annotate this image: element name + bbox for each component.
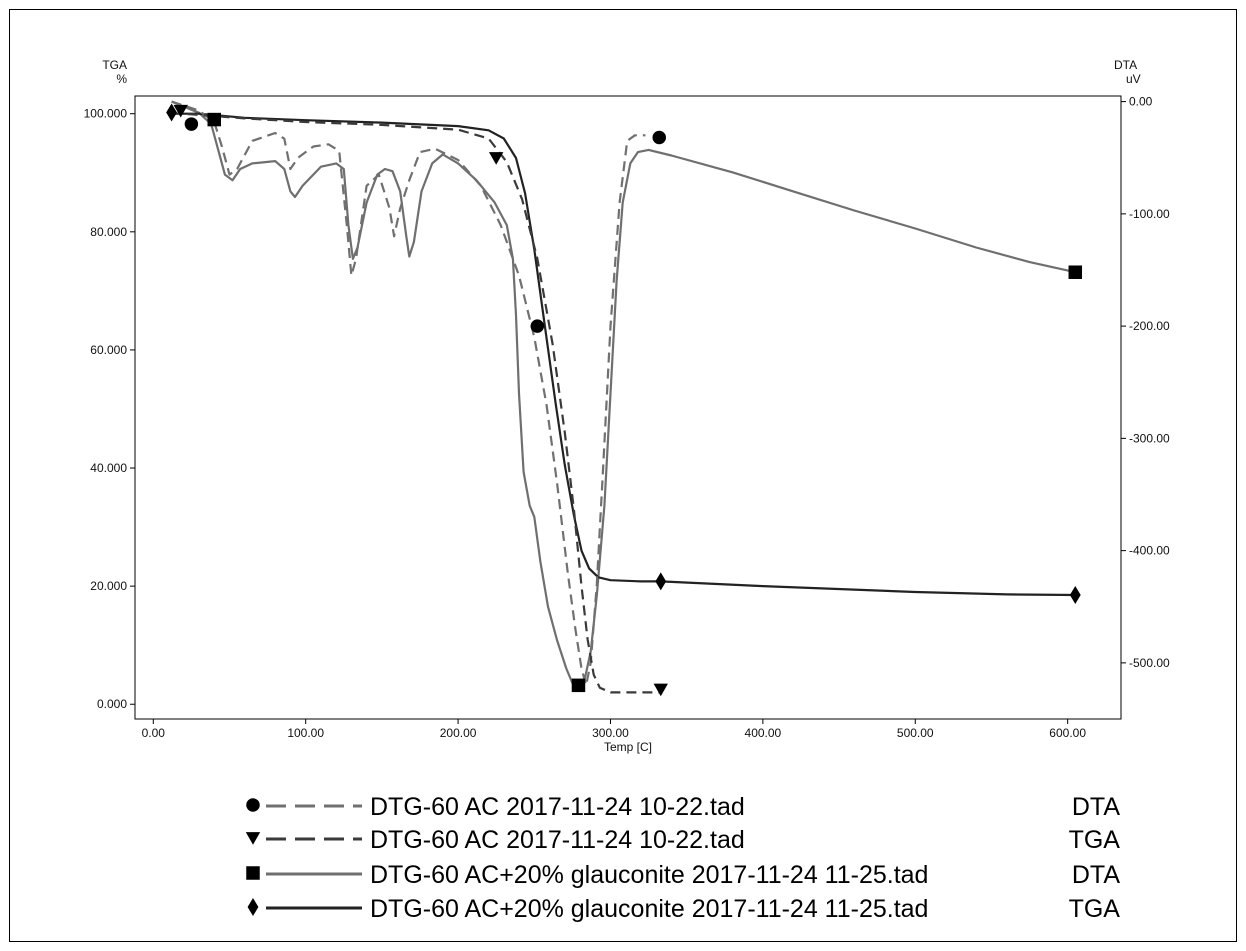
y-left-tick-label: 100.000: [84, 107, 128, 121]
legend-name-4: DTG-60 AC+20% glauconite 2017-11-24 11-2…: [370, 895, 928, 923]
series-1-marker: [530, 319, 545, 333]
legend-marker-4: [247, 898, 259, 916]
chart-frame: [9, 9, 1237, 942]
x-tick-label: 300.00: [592, 726, 629, 740]
plot-area: [134, 95, 1122, 720]
legend-name-2: DTG-60 AC 2017-11-24 10-22.tad: [370, 826, 745, 854]
y-left-tick-label: 40.000: [90, 461, 127, 475]
y-left-tick-label: 20.000: [90, 579, 127, 593]
series-2-marker: [653, 683, 668, 697]
y-right-tick-label: -200.00: [1129, 319, 1170, 333]
y-right-tick-label: -100.00: [1129, 207, 1170, 221]
y-right-tick-label: -300.00: [1129, 431, 1170, 445]
x-tick-label: 100.00: [287, 726, 324, 740]
series-2-marker: [173, 104, 188, 118]
y-right-title-line2: uV: [1126, 72, 1141, 86]
legend-marker-2: [245, 832, 261, 845]
y-left-tick-label: 60.000: [90, 343, 127, 357]
series-3-marker: [207, 112, 221, 127]
legend: DTG-60 AC 2017-11-24 10-22.tad DTA DTG-60 …: [245, 793, 1121, 923]
y-left-tick-label: 0.000: [97, 697, 127, 711]
x-tick-label: 500.00: [897, 726, 934, 740]
y-left-title-line1: TGA: [102, 58, 127, 72]
series-4-marker: [655, 572, 667, 591]
series-4-marker: [166, 103, 177, 122]
series-3-marker: [1068, 265, 1083, 279]
series-1-marker: [184, 117, 199, 131]
legend-quantity-4: TGA: [1069, 895, 1121, 923]
legend-marker-1: [246, 798, 260, 812]
legend-quantity-3: DTA: [1072, 861, 1120, 889]
legend-name-3: DTG-60 AC+20% glauconite 2017-11-24 11-2…: [370, 861, 928, 889]
series-4-marker: [1069, 585, 1081, 604]
y-right-tick-label: -500.00: [1129, 656, 1170, 670]
x-tick-label: 600.00: [1049, 726, 1086, 740]
x-axis-title: Temp [C]: [604, 740, 652, 754]
series-line-3: [171, 100, 1076, 687]
series-layer: [166, 100, 1083, 697]
y-right-tick-label: 0.00: [1129, 95, 1153, 109]
series-line-4: [171, 112, 1076, 597]
y-left-title-line2: %: [116, 72, 127, 86]
x-tick-label: 0.00: [142, 726, 166, 740]
legend-quantity-2: TGA: [1069, 826, 1121, 854]
y-right-tick-label: -400.00: [1129, 544, 1170, 558]
legend-marker-3: [246, 866, 260, 880]
series-3-marker: [571, 678, 586, 693]
tick-layer: 0.00 100.00 200.00 300.00 400.00 500.00 600.00…: [84, 95, 1170, 740]
series-line-1: [171, 100, 646, 687]
y-right-title-line1: DTA: [1114, 58, 1137, 72]
series-2-marker: [488, 152, 504, 165]
legend-quantity-1: DTA: [1072, 793, 1120, 821]
x-tick-label: 200.00: [440, 726, 477, 740]
legend-name-1: DTG-60 AC 2017-11-24 10-22.tad: [370, 793, 745, 821]
series-line-2: [171, 112, 661, 694]
x-tick-label: 400.00: [745, 726, 782, 740]
y-left-tick-label: 80.000: [90, 225, 127, 239]
series-1-marker: [652, 130, 666, 145]
